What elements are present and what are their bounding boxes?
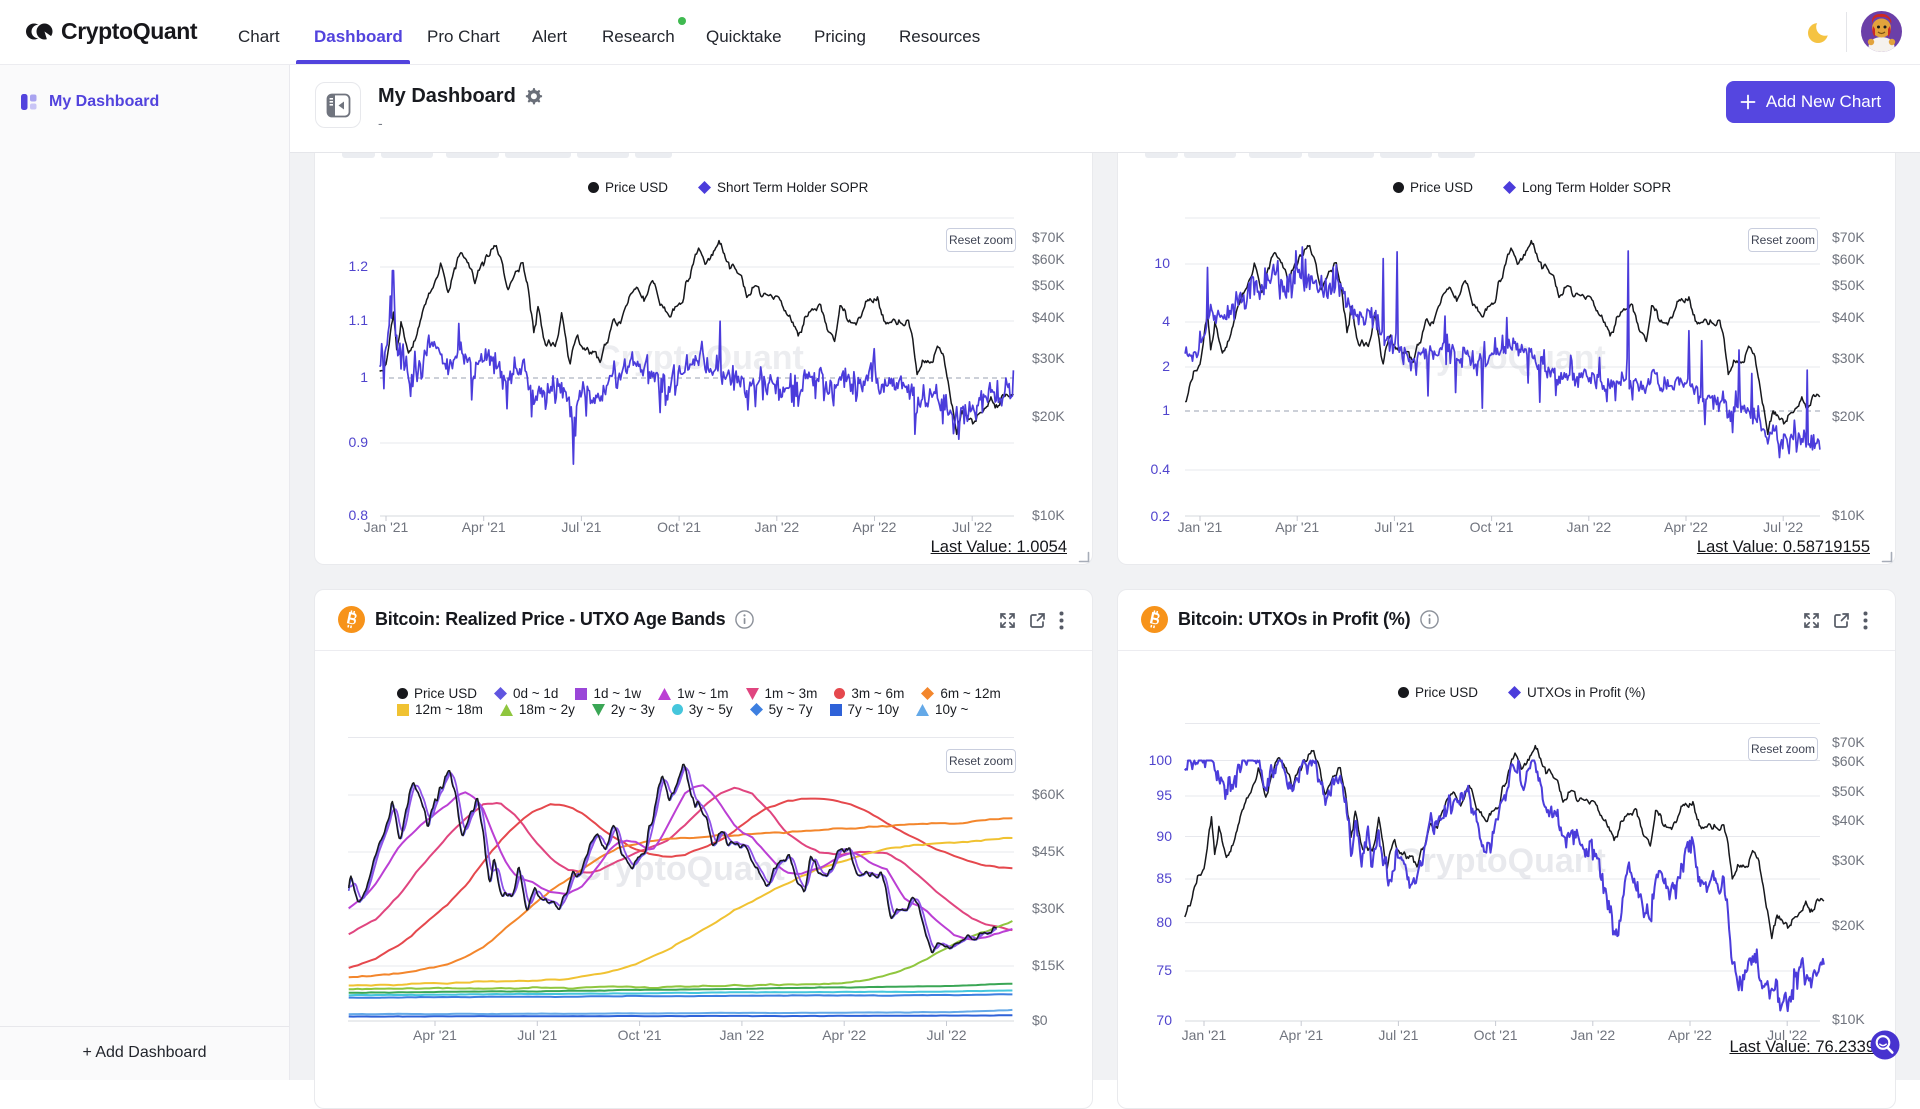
svg-text:CryptoQuant: CryptoQuant xyxy=(1398,842,1606,880)
